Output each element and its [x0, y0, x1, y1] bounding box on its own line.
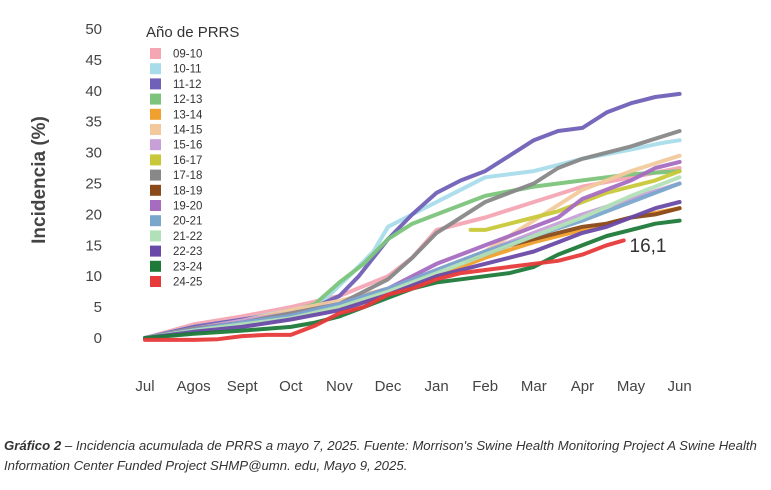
x-tick-label: Jun: [668, 378, 692, 395]
x-tick-label: Nov: [326, 378, 353, 395]
y-tick-label: 0: [94, 330, 102, 347]
y-axis-label: Incidencia (%): [29, 116, 50, 244]
x-tick-label: Dec: [375, 378, 402, 395]
y-tick-label: 30: [85, 145, 102, 162]
legend-swatch: [150, 108, 161, 120]
legend-entry: 19-20: [173, 201, 202, 213]
legend-entry: 15-16: [173, 140, 202, 152]
figure-caption: Gráfico 2 – Incidencia acumulada de PRRS…: [4, 436, 768, 476]
legend-entry: 17-18: [173, 170, 202, 182]
y-tick-label: 45: [85, 52, 102, 69]
x-tick-label: Apr: [571, 378, 594, 395]
legend-swatch: [150, 276, 161, 287]
y-tick-label: 25: [85, 176, 102, 193]
legend-entry: 23-24: [173, 261, 203, 273]
legend-entry: 24-25: [173, 277, 202, 289]
legend-swatch: [150, 169, 161, 181]
y-tick-label: 35: [85, 114, 102, 131]
legend-entry: 10-11: [173, 64, 202, 76]
x-tick-label: Feb: [472, 378, 498, 395]
legend-swatch: [150, 154, 161, 166]
legend-swatch: [150, 245, 161, 257]
y-tick-label: 5: [94, 299, 102, 316]
legend-entry: 11-12: [173, 79, 202, 91]
legend-swatch: [150, 184, 161, 196]
x-tick-label: Agos: [176, 378, 210, 395]
legend-entry: 21-22: [173, 231, 202, 243]
legend-entry: 20-21: [173, 216, 202, 228]
y-tick-label: 10: [85, 268, 102, 285]
legend-swatch: [150, 78, 161, 90]
x-axis: Jul Agos Sept Oct Nov Dec Jan Feb Mar Apr May Jun: [135, 378, 691, 395]
legend-entry: 13-14: [173, 109, 203, 121]
y-tick-label: 20: [85, 206, 102, 223]
series-line-22-23: [143, 200, 682, 340]
x-tick-label: May: [617, 378, 646, 395]
caption-label: Gráfico 2: [4, 438, 62, 453]
legend-swatch: [150, 230, 161, 242]
x-tick-label: Jan: [425, 378, 449, 395]
caption-text: – Incidencia acumulada de PRRS a mayo 7,…: [4, 438, 757, 473]
series-line-20-21: [143, 181, 682, 340]
legend-swatch: [150, 200, 161, 211]
y-axis: 0 5 10 15 20 25 30 35 40 45 50: [85, 21, 102, 347]
annotation-label: 16,1: [630, 236, 667, 257]
series-lines: [143, 91, 682, 342]
legend-swatch: [150, 215, 161, 227]
legend-entry: 16-17: [173, 155, 202, 167]
legend-title: Año de PRRS: [146, 24, 239, 41]
legend-entry: 22-23: [173, 246, 202, 258]
y-tick-label: 40: [85, 83, 102, 100]
legend-swatch: [150, 124, 161, 135]
legend-entry: 14-15: [173, 125, 202, 137]
legend-swatch: [150, 48, 161, 59]
legend-entry: 18-19: [173, 185, 202, 197]
x-tick-label: Sept: [227, 378, 259, 395]
legend-swatch: [150, 93, 161, 105]
x-tick-label: Oct: [279, 378, 303, 395]
x-tick-label: Jul: [135, 378, 154, 395]
y-tick-label: 15: [85, 237, 102, 254]
series-line-23-24: [143, 218, 682, 340]
series-line-17-18: [143, 129, 682, 340]
legend-entry: 12-13: [173, 94, 202, 106]
legend-entry: 09-10: [173, 49, 202, 61]
series-line-15-16: [143, 181, 682, 340]
series-line-24-25: [143, 238, 626, 342]
x-tick-label: Mar: [521, 378, 547, 395]
legend-swatch: [150, 63, 161, 75]
legend: Año de PRRS 09-10 10-11 11-12 12-13 13-14 14-1…: [146, 24, 239, 289]
y-tick-label: 50: [85, 21, 102, 38]
incidence-line-chart: 0 5 10 15 20 25 30 35 40 45 50 Jul Agos Sept Oct Nov De…: [29, 21, 692, 395]
series-line-21-22: [143, 175, 682, 340]
legend-swatch: [150, 260, 161, 272]
legend-swatch: [150, 139, 161, 151]
